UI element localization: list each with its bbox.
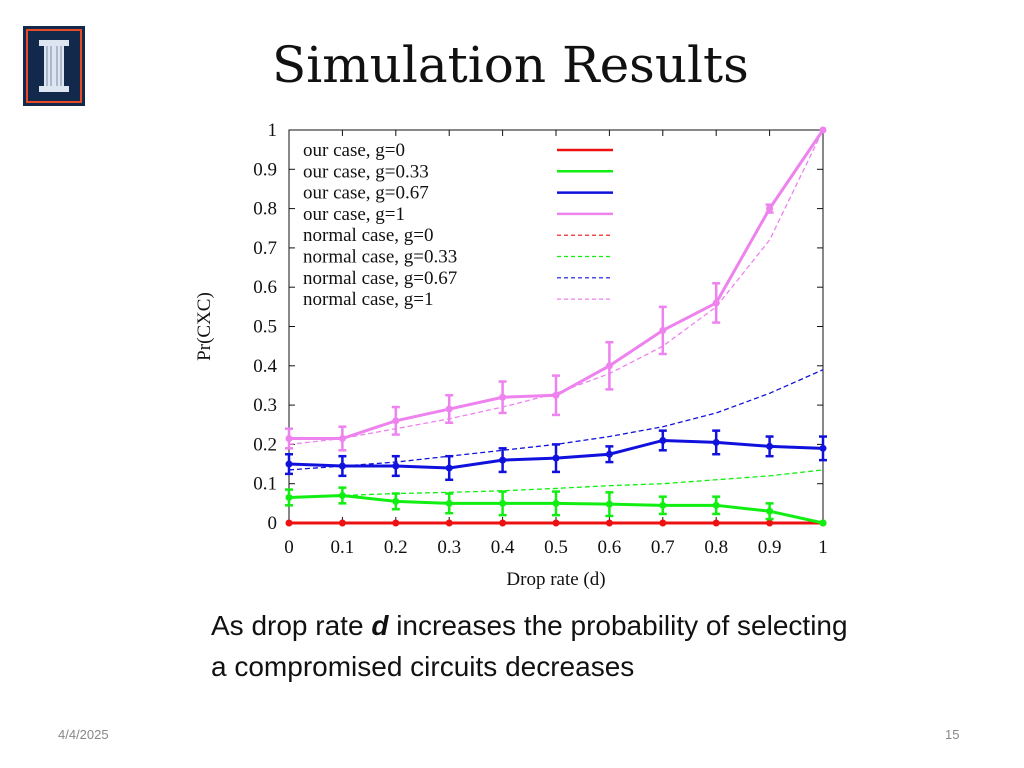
- chart: 0 0.1 0.2 0.3 0.4 0.5 0.6 0.7 0.8 0.9 1 0 0.1 0.2 0.3 0…: [194, 120, 828, 590]
- x-tick-label: 0.2: [384, 537, 408, 558]
- legend-label: normal case, g=1: [303, 289, 433, 310]
- x-tick-label: 0: [284, 537, 294, 558]
- data-point: [659, 326, 667, 334]
- slide-title: Simulation Results: [272, 36, 749, 94]
- data-point: [285, 435, 293, 443]
- data-point: [338, 491, 346, 499]
- data-point: [552, 454, 560, 462]
- data-point: [552, 391, 560, 399]
- data-point: [285, 493, 293, 501]
- data-point: [285, 519, 293, 527]
- data-point: [338, 435, 346, 443]
- page-number: 15: [945, 727, 960, 742]
- data-point: [445, 464, 453, 472]
- y-tick-label: 0.7: [253, 238, 277, 259]
- data-point: [445, 405, 453, 413]
- x-tick-label: 0.6: [598, 537, 622, 558]
- data-point: [819, 444, 827, 452]
- data-point: [499, 519, 507, 527]
- data-point: [392, 417, 400, 425]
- data-point: [605, 450, 613, 458]
- data-point: [766, 442, 774, 450]
- x-tick-label: 0.5: [544, 537, 568, 558]
- data-point: [712, 438, 720, 446]
- y-tick-label: 0.8: [253, 199, 277, 220]
- x-tick-label: 0.8: [704, 537, 728, 558]
- data-point: [766, 507, 774, 515]
- y-tick-label: 0: [268, 513, 278, 534]
- data-point: [338, 462, 346, 470]
- y-tick-label: 0.6: [253, 277, 277, 298]
- data-point: [819, 126, 827, 134]
- legend-label: our case, g=0.33: [303, 161, 429, 182]
- data-point: [659, 436, 667, 444]
- y-tick-label: 0.9: [253, 159, 277, 180]
- caption-pre: As drop rate: [211, 610, 372, 641]
- slide-caption: As drop rate d increases the probability…: [211, 605, 851, 687]
- data-point: [445, 499, 453, 507]
- data-point: [445, 519, 453, 527]
- y-tick-label: 0.4: [253, 356, 277, 377]
- legend-label: normal case, g=0: [303, 225, 433, 246]
- data-point: [712, 299, 720, 307]
- data-point: [338, 519, 346, 527]
- x-tick-label: 0.3: [437, 537, 461, 558]
- x-tick-label: 0.1: [331, 537, 355, 558]
- x-tick-label: 1: [818, 537, 828, 558]
- data-point: [499, 456, 507, 464]
- data-point: [285, 460, 293, 468]
- university-pillar-logo: [23, 26, 85, 106]
- data-point: [552, 499, 560, 507]
- data-point: [605, 500, 613, 508]
- x-tick-label: 0.7: [651, 537, 675, 558]
- y-tick-label: 1: [268, 120, 278, 141]
- x-tick-label: 0.9: [758, 537, 782, 558]
- data-point: [392, 519, 400, 527]
- data-point: [819, 519, 827, 527]
- data-point: [392, 497, 400, 505]
- data-point: [605, 519, 613, 527]
- y-tick-label: 0.1: [253, 474, 277, 495]
- series-line: [288, 469, 824, 499]
- data-point: [766, 205, 774, 213]
- legend-label: normal case, g=0.33: [303, 247, 457, 268]
- y-tick-label: 0.2: [253, 434, 277, 455]
- slide-date: 4/4/2025: [58, 727, 109, 742]
- data-point: [712, 519, 720, 527]
- y-tick-label: 0.5: [253, 317, 277, 338]
- data-point: [712, 501, 720, 509]
- legend-label: our case, g=0.67: [303, 183, 429, 204]
- legend-label: normal case, g=0.67: [303, 268, 457, 289]
- data-point: [659, 501, 667, 509]
- data-point: [392, 462, 400, 470]
- caption-emphasis: d: [371, 610, 389, 641]
- legend-label: our case, g=0: [303, 140, 405, 161]
- x-tick-label: 0.4: [491, 537, 515, 558]
- data-point: [499, 499, 507, 507]
- legend-label: our case, g=1: [303, 204, 405, 225]
- y-axis-label: Pr(CXC): [194, 292, 215, 361]
- y-tick-label: 0.3: [253, 395, 277, 416]
- x-axis-label: Drop rate (d): [506, 569, 605, 590]
- caption-post: increases the probability of selecting a…: [211, 610, 848, 682]
- data-point: [605, 362, 613, 370]
- data-point: [552, 519, 560, 527]
- data-point: [499, 393, 507, 401]
- data-point: [659, 519, 667, 527]
- data-point: [766, 519, 774, 527]
